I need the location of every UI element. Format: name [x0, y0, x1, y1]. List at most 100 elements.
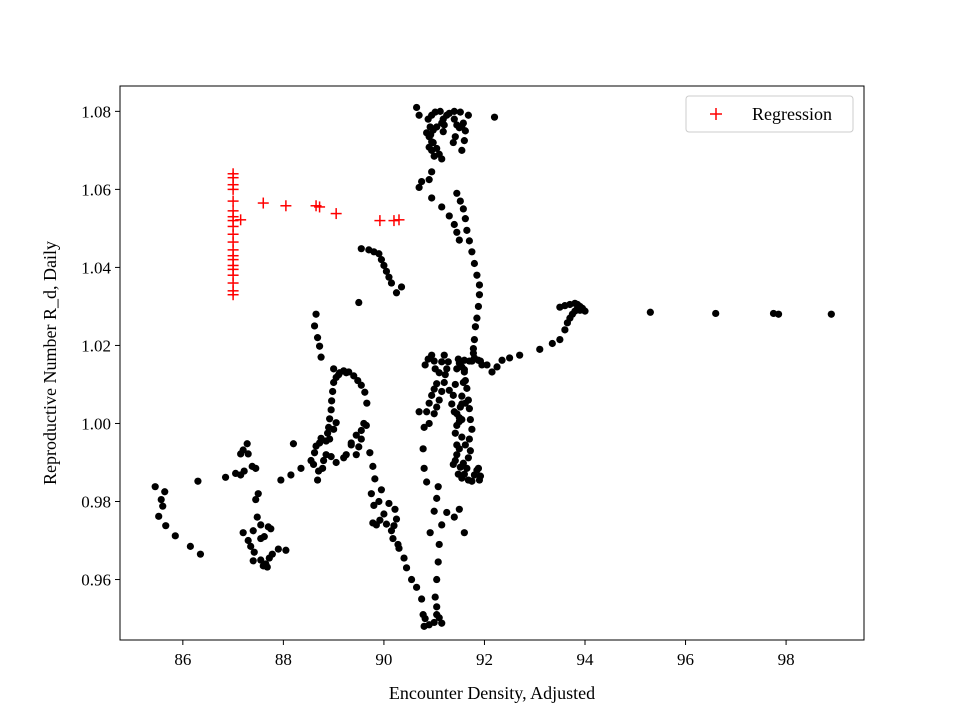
data-point [465, 237, 473, 245]
data-point [456, 108, 464, 116]
data-point [240, 467, 248, 475]
data-point [423, 478, 431, 486]
data-point [249, 527, 257, 535]
data-point [443, 365, 451, 373]
data-point [327, 406, 335, 414]
data-point [418, 177, 426, 186]
regression-point [280, 200, 292, 212]
y-tick-label: 1.04 [81, 258, 111, 277]
data-point [488, 368, 496, 376]
data-point [443, 111, 451, 119]
data-point [421, 614, 429, 623]
data-point [382, 267, 391, 275]
data-point [473, 271, 481, 279]
data-point [464, 454, 472, 462]
data-point [328, 397, 336, 405]
data-point [458, 392, 466, 400]
data-point [430, 507, 438, 515]
data-point [440, 121, 448, 129]
data-point [425, 419, 433, 428]
data-point [440, 378, 448, 387]
y-axis-label: Reproductive Number R_d, Daily [40, 241, 60, 485]
data-point [428, 391, 436, 399]
data-point [461, 127, 469, 135]
regression-points-group [227, 168, 405, 301]
data-point [435, 396, 443, 404]
y-tick-label: 0.96 [81, 571, 111, 590]
data-point [490, 113, 499, 121]
data-points-group [151, 103, 835, 630]
data-point [470, 335, 479, 344]
data-point [451, 429, 459, 437]
data-point [415, 183, 423, 192]
data-point [277, 476, 285, 484]
data-point [310, 322, 319, 330]
x-tick-label: 88 [275, 650, 292, 669]
data-point [455, 236, 463, 244]
data-point [478, 361, 486, 369]
data-point [377, 256, 386, 264]
data-point [257, 521, 265, 529]
data-point [431, 593, 439, 601]
data-point [434, 558, 442, 566]
regression-point [257, 197, 269, 209]
data-point [257, 556, 265, 564]
data-point [419, 445, 427, 453]
data-point [369, 462, 377, 470]
data-point [471, 323, 480, 331]
data-point [420, 464, 428, 472]
data-point [363, 399, 371, 407]
data-point [268, 550, 276, 558]
data-point [453, 189, 461, 197]
data-point [449, 460, 457, 469]
data-point [451, 133, 459, 141]
data-point [380, 510, 388, 518]
data-point [252, 495, 260, 504]
data-point [250, 548, 258, 556]
data-point [468, 248, 476, 256]
data-point [357, 426, 365, 435]
data-point [313, 334, 322, 342]
data-point [335, 371, 343, 379]
data-point [332, 419, 340, 427]
data-point [476, 472, 485, 480]
data-point [282, 546, 290, 554]
data-point [402, 564, 411, 572]
data-point [162, 522, 170, 530]
data-point [289, 440, 298, 448]
data-point [287, 471, 295, 479]
data-point [357, 381, 365, 389]
data-point [441, 371, 449, 379]
data-point [460, 366, 468, 374]
data-point [389, 534, 397, 543]
data-point [428, 351, 436, 359]
data-point [435, 540, 443, 549]
data-point [450, 107, 458, 115]
data-point [435, 614, 443, 622]
data-point [313, 476, 322, 484]
data-point [315, 342, 324, 350]
data-point [155, 512, 163, 520]
data-point [367, 490, 375, 498]
data-point [310, 449, 319, 457]
data-point [361, 388, 369, 396]
x-tick-label: 96 [677, 650, 694, 669]
data-point [449, 138, 457, 147]
data-point [355, 298, 363, 307]
data-point [443, 508, 451, 517]
data-point [196, 550, 205, 558]
x-axis-label: Encounter Density, Adjusted [389, 683, 595, 703]
data-point [244, 450, 252, 458]
y-tick-label: 1.00 [81, 414, 111, 433]
data-point [536, 345, 544, 353]
data-point [392, 515, 401, 523]
data-point [440, 351, 448, 359]
data-point [461, 399, 469, 407]
data-point [461, 441, 469, 449]
data-point [350, 372, 358, 380]
data-point [395, 544, 403, 552]
regression-point [314, 201, 326, 213]
data-point [412, 583, 421, 591]
